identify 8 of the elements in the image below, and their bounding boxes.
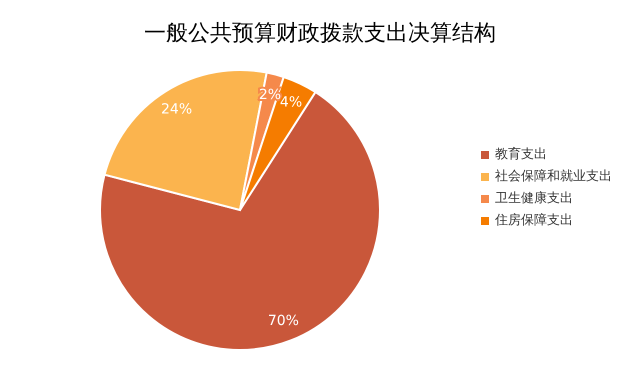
data-label: 4% bbox=[280, 94, 302, 111]
legend-label: 卫生健康支出 bbox=[495, 190, 573, 208]
data-label: 70% bbox=[268, 312, 299, 329]
legend-label: 教育支出 bbox=[495, 146, 547, 164]
chart-title: 一般公共预算财政拨款支出决算结构 bbox=[143, 20, 497, 48]
legend-label: 社会保障和就业支出 bbox=[495, 168, 612, 186]
data-label: 24% bbox=[161, 101, 192, 118]
legend-label: 住房保障支出 bbox=[495, 212, 573, 230]
